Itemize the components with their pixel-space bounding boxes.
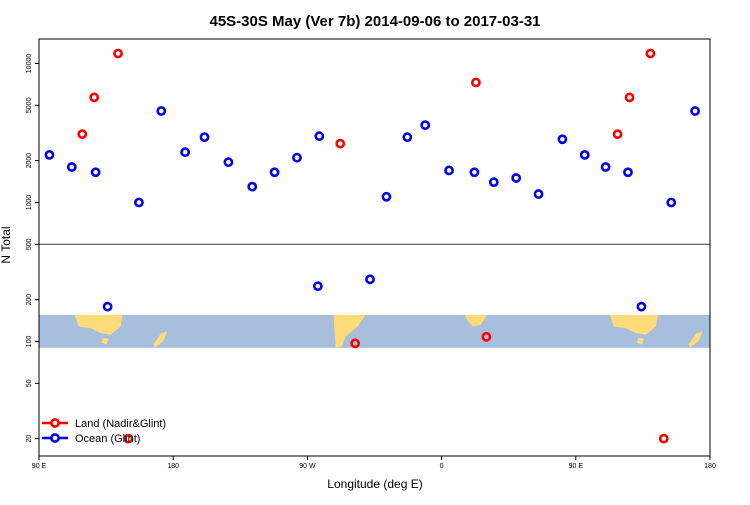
australia-land: [74, 315, 123, 335]
ocean-point: [365, 274, 375, 285]
ocean-point: [636, 301, 647, 312]
ocean-point: [533, 189, 544, 199]
x-tick-label: 90 W: [299, 463, 316, 470]
land-point: [470, 77, 481, 88]
ocean-point: [269, 167, 280, 178]
y-tick-label: 1000: [26, 195, 33, 211]
land-point: [77, 129, 88, 140]
land-point: [113, 48, 123, 59]
legend-marker: [50, 418, 60, 428]
tasmania-land: [636, 337, 644, 345]
ocean-point: [666, 197, 677, 208]
ocean-point: [134, 197, 144, 208]
world-map-strip: [39, 315, 710, 348]
ocean-point: [156, 106, 167, 116]
land-point: [335, 138, 346, 149]
ocean-point: [102, 301, 113, 312]
x-axis-label: Longitude (deg E): [327, 477, 422, 491]
ocean-point: [199, 132, 210, 143]
axes: 90 E 180 90 W 0 90 E 180 20 50 100 200 500 1000 2000…: [26, 54, 716, 470]
y-tick-label: 5000: [26, 97, 33, 113]
new-zealand-land: [688, 331, 703, 348]
ocean-point: [444, 165, 454, 176]
tasmania-land: [101, 337, 109, 345]
x-tick-label: 0: [440, 463, 444, 470]
plot-area: [39, 48, 710, 444]
ocean-point: [381, 191, 392, 202]
plot-frame: [38, 38, 711, 457]
ocean-point: [314, 131, 325, 142]
y-tick-label: 20: [26, 435, 33, 443]
new-zealand-land: [153, 331, 168, 348]
land-point: [481, 331, 492, 342]
ocean-point: [223, 157, 234, 168]
land-point: [612, 129, 623, 140]
ocean-point: [511, 173, 522, 183]
y-tick-label: 100: [26, 336, 33, 348]
y-tick-label: 500: [26, 238, 33, 250]
land-point: [658, 433, 669, 444]
y-tick-label: 2000: [26, 153, 33, 169]
ocean-point: [623, 167, 633, 178]
legend: Land (Nadir&Glint) Ocean (Glint): [42, 418, 166, 445]
ocean-point: [488, 177, 499, 188]
ocean-point: [557, 134, 568, 145]
y-tick-label: 50: [26, 379, 33, 387]
y-axis-label: N Total: [0, 226, 13, 263]
ocean-point: [312, 281, 323, 292]
x-tick-label: 180: [704, 463, 716, 470]
ocean-point: [402, 132, 413, 143]
land-point: [123, 433, 134, 444]
x-tick-label: 90 E: [32, 463, 47, 470]
land-point: [89, 92, 100, 103]
australia-land: [609, 315, 658, 335]
ocean-point: [579, 149, 590, 160]
land-point: [350, 338, 361, 349]
legend-label: Land (Nadir&Glint): [75, 418, 166, 430]
ocean-point: [600, 162, 611, 172]
y-tick-label: 10000: [26, 54, 33, 74]
ocean-point: [44, 149, 55, 160]
ocean-point: [180, 147, 191, 158]
ocean-point: [66, 162, 77, 172]
ocean-point: [247, 181, 258, 192]
ocean-point: [90, 167, 101, 178]
ocean-point: [469, 167, 480, 178]
south-america-land: [333, 315, 366, 348]
y-tick-label: 200: [26, 294, 33, 306]
land-point: [624, 92, 635, 103]
ocean-point: [420, 120, 431, 131]
legend-marker: [50, 433, 60, 443]
chart-title: 45S-30S May (Ver 7b) 2014-09-06 to 2017-…: [209, 13, 540, 30]
africa-land: [464, 315, 487, 327]
legend-label: Ocean (Glint): [75, 433, 140, 445]
ocean-band: [39, 315, 710, 348]
x-tick-label: 90 E: [569, 463, 584, 470]
land-point: [645, 48, 656, 59]
ocean-point: [292, 152, 302, 163]
ocean-point: [690, 106, 700, 116]
x-tick-label: 180: [167, 463, 179, 470]
